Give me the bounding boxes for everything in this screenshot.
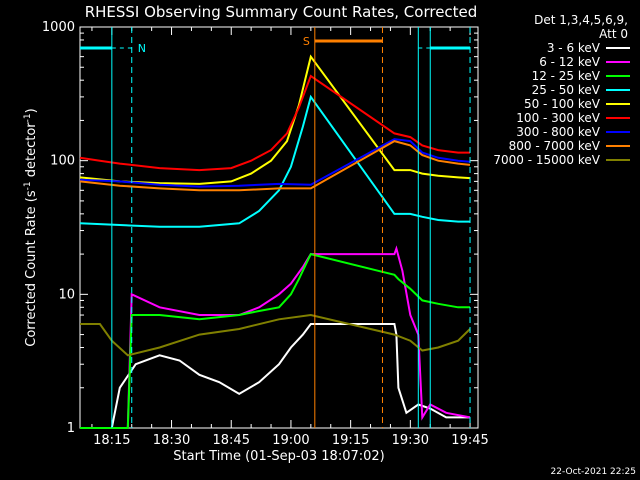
series-25-50keV <box>79 94 470 228</box>
series-100-300keV <box>79 74 470 172</box>
x-tick-label: 19:15 <box>332 433 369 448</box>
series-12-25keV <box>80 252 470 429</box>
series-line <box>79 74 470 172</box>
legend-entry: 6 - 12 keV <box>539 55 630 69</box>
legend-label: 50 - 100 keV <box>524 97 601 111</box>
state-bar <box>314 27 383 428</box>
x-axis-label: Start Time (01-Sep-03 18:07:02) <box>173 449 384 464</box>
legend-entry: 800 - 7000 keV <box>509 139 630 153</box>
series-3-6keV <box>80 323 470 429</box>
legend-entry: 100 - 300 keV <box>516 111 630 125</box>
y-tick-label: 100 <box>50 154 75 169</box>
x-tick-label: 18:45 <box>213 433 250 448</box>
series-800-7000keV <box>79 140 471 192</box>
legend-title: Det 1,3,4,5,6,9, <box>534 13 628 27</box>
x-tick-label: 19:45 <box>451 433 488 448</box>
y-tick-label: 10 <box>58 287 75 302</box>
series-line <box>80 313 471 357</box>
legend-entry: 7000 - 15000 keV <box>493 153 630 167</box>
legend-label: 7000 - 15000 keV <box>493 153 600 167</box>
series-line <box>80 323 470 429</box>
legend-label: 300 - 800 keV <box>516 125 600 139</box>
legend-label: 12 - 25 keV <box>532 69 601 83</box>
legend-entry: 300 - 800 keV <box>516 125 630 139</box>
y-axis-label: Corrected Count Rate (s-1 detector-1) <box>23 108 39 346</box>
legend-label: 6 - 12 keV <box>539 55 601 69</box>
legend-entry: 3 - 6 keV <box>547 41 630 55</box>
legend-entry: 50 - 100 keV <box>524 97 630 111</box>
chart-title: RHESSI Observing Summary Count Rates, Co… <box>85 3 478 21</box>
series-6-12keV <box>80 245 471 429</box>
legend-label: 3 - 6 keV <box>547 41 601 55</box>
series-line <box>80 245 471 429</box>
legend-label: 100 - 300 keV <box>516 111 600 125</box>
series-line <box>79 140 471 192</box>
footer-timestamp: 22-Oct-2021 22:25 <box>551 467 636 477</box>
state-bar <box>80 27 471 428</box>
plot-frame <box>79 26 479 429</box>
annotation-s: S <box>303 35 310 48</box>
y-tick-label: 1000 <box>42 20 75 35</box>
x-tick-label: 18:15 <box>93 433 130 448</box>
x-tick-label: 19:00 <box>272 433 309 448</box>
series-line <box>80 252 470 429</box>
series-line <box>79 94 470 228</box>
x-tick-label: 19:30 <box>392 433 429 448</box>
legend-label: 25 - 50 keV <box>532 83 601 97</box>
legend-entry: 25 - 50 keV <box>532 83 630 97</box>
annotation-n: N <box>138 42 146 55</box>
series-line <box>79 138 471 188</box>
legend-label: 800 - 7000 keV <box>509 139 601 153</box>
legend-entry: 12 - 25 keV <box>532 69 630 83</box>
legend-title-2: Att 0 <box>599 27 628 41</box>
x-tick-label: 18:30 <box>153 433 190 448</box>
series-300-800keV <box>79 138 471 188</box>
series-7000-15000keV <box>80 313 471 357</box>
y-tick-label: 1 <box>67 421 75 436</box>
